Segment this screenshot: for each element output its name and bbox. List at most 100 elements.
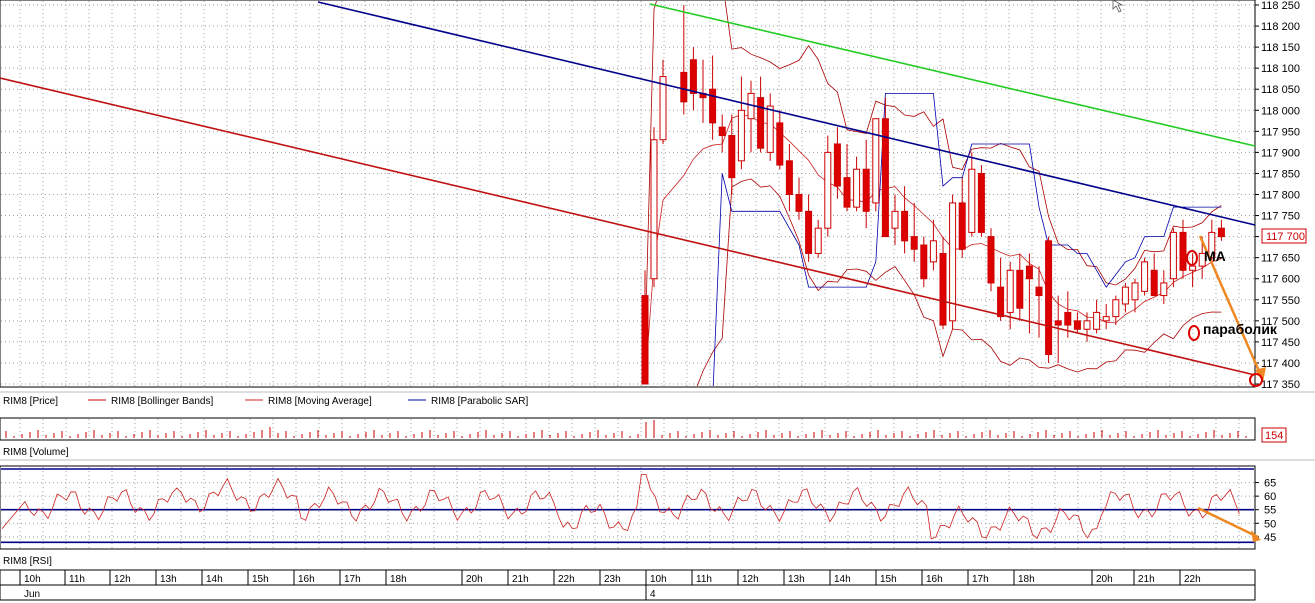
candle-body <box>987 236 995 284</box>
parabolic-sar-line <box>712 93 1222 386</box>
price-tick-label: 117 950 <box>1261 126 1300 138</box>
candle-body <box>757 97 765 149</box>
candle-body <box>728 135 736 179</box>
price-tick-label: 118 150 <box>1261 42 1300 54</box>
time-tick-label: 15h <box>880 574 897 585</box>
legend-volume: RIM8 [Volume] <box>3 447 69 458</box>
candle-body <box>1035 286 1043 297</box>
rsi-tick-label: 60 <box>1264 491 1276 503</box>
legend-sar: RIM8 [Parabolic SAR] <box>431 396 528 407</box>
legend-rsi: RIM8 [RSI] <box>3 556 52 567</box>
candle-body <box>958 202 966 250</box>
annotation-ma: MA <box>1204 248 1226 264</box>
time-tick-label: 20h <box>1096 574 1113 585</box>
price-tick-label: 117 450 <box>1261 337 1300 349</box>
price-tick-label: 118 000 <box>1261 105 1300 117</box>
last-price-box <box>1261 228 1307 244</box>
candle-body <box>910 236 918 250</box>
price-tick-label: 118 250 <box>1261 0 1300 12</box>
candle-body <box>977 172 985 233</box>
candle-body <box>1025 265 1033 280</box>
time-tick-label: 10h <box>24 574 41 585</box>
candle-body <box>833 143 841 187</box>
price-tick-label: 117 800 <box>1261 190 1300 202</box>
legend-ma: RIM8 [Moving Average] <box>268 396 372 407</box>
price-tick-label: 117 750 <box>1261 211 1300 223</box>
time-tick-label: 22h <box>1184 574 1201 585</box>
price-tick-label: 117 850 <box>1261 168 1300 180</box>
candle-body <box>1121 286 1129 305</box>
time-tick-label: 13h <box>160 574 177 585</box>
time-tick-label: 17h <box>344 574 361 585</box>
price-panel <box>0 0 1256 388</box>
candle-body <box>920 244 928 280</box>
candle-body <box>1141 261 1149 292</box>
candle-body <box>824 151 832 229</box>
rsi-lines <box>1 468 1261 544</box>
candle-body <box>1189 265 1197 271</box>
rsi-forecast-arrow-head-icon <box>1251 530 1261 542</box>
candle-body <box>1131 282 1139 301</box>
bollinger-upper <box>644 1 1222 351</box>
mouse-cursor-icon <box>1112 0 1124 13</box>
price-tick-label: 117 350 <box>1261 379 1300 391</box>
volume-panel <box>0 417 1256 441</box>
channel-top-line <box>649 3 1256 147</box>
bollinger-lower <box>696 178 1222 386</box>
candle-body <box>641 295 649 385</box>
target-marker-icon <box>1249 373 1263 387</box>
candle-body <box>680 71 688 103</box>
candle-body <box>689 59 697 94</box>
time-tick-label: 17h <box>972 574 989 585</box>
trendlines <box>0 1 1266 382</box>
forecast-arrow-head-icon <box>1255 367 1266 382</box>
candle-body <box>1073 320 1081 330</box>
price-tick-label: 117 650 <box>1261 253 1300 265</box>
candle-body <box>939 252 947 326</box>
candle-body <box>1102 316 1110 322</box>
candle-body <box>872 118 880 204</box>
time-tick-label: 16h <box>926 574 943 585</box>
parabolic-marker-icon <box>1188 325 1200 341</box>
time-tick-label: 16h <box>298 574 315 585</box>
candle-body <box>1208 231 1216 259</box>
rsi-tick-label: 55 <box>1264 505 1276 517</box>
candle-body <box>1054 320 1062 326</box>
candle-body <box>805 210 813 254</box>
rsi-line <box>1 474 1240 540</box>
forecast-arrow <box>1198 235 1264 379</box>
candle-body <box>968 168 976 233</box>
candle-body <box>997 286 1005 318</box>
candle-body <box>795 194 803 212</box>
candle-body <box>1093 311 1101 330</box>
time-tick-label: 14h <box>206 574 223 585</box>
candle-body <box>1217 227 1225 238</box>
candle-body <box>1045 240 1053 356</box>
time-tick-label: 13h <box>788 574 805 585</box>
annotation-parabolic: параболик <box>1203 321 1278 337</box>
rsi-tick-label: 50 <box>1264 518 1276 530</box>
candle-body <box>737 109 745 162</box>
candle-body <box>814 227 822 254</box>
time-tick-label: 18h <box>390 574 407 585</box>
price-tick-label: 117 900 <box>1261 147 1300 159</box>
candle-body <box>901 210 909 242</box>
ma-marker-icon <box>1186 250 1198 266</box>
candle-body <box>1160 282 1168 297</box>
time-tick-label: 10h <box>650 574 667 585</box>
time-tick-label: 18h <box>1018 574 1035 585</box>
candle-body <box>785 160 793 195</box>
candles <box>641 5 1225 385</box>
channel-lower-line <box>0 77 1256 376</box>
candle-body <box>862 168 870 212</box>
candle-body <box>929 240 937 263</box>
candle-body <box>650 139 658 280</box>
candle-body <box>1083 320 1091 330</box>
time-axis: 10h 11h 12h 13h 14h 15h 16h 17h 18h 20h 21h 22h 23h 1… <box>0 569 1256 601</box>
candle-body <box>843 177 851 208</box>
legend-price: RIM8 [Price] <box>3 396 58 407</box>
price-grid <box>1 1 1254 386</box>
price-tick-label: 118 050 <box>1261 84 1300 96</box>
